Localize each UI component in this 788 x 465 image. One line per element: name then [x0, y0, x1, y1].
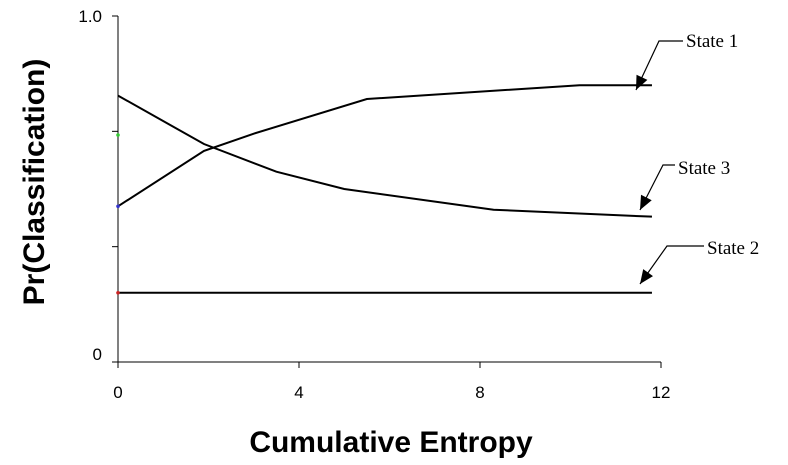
annotation-arrowhead [640, 194, 652, 210]
annotation-arrow-line [635, 40, 683, 91]
x-tick-label: 8 [475, 383, 484, 402]
series-line-state-3 [117, 94, 652, 218]
annotation-label-state-3: State 3 [678, 158, 730, 179]
series-line-state-1 [117, 84, 652, 208]
x-axis-title: Cumulative Entropy [249, 426, 533, 459]
y-tick-label: 1.0 [78, 7, 102, 26]
annotation-label-state-1: State 1 [686, 31, 738, 52]
x-tick-label: 0 [113, 383, 122, 402]
series-start-marker [116, 204, 120, 209]
y-axis-title: Pr(Classification) [18, 59, 51, 306]
x-tick-label: 12 [652, 383, 671, 402]
annotation-arrow-line [639, 245, 704, 285]
axes [117, 16, 661, 363]
annotation-arrow-line [639, 164, 675, 211]
annotation-label-state-2: State 2 [707, 238, 759, 259]
series-layer [116, 84, 652, 295]
y-tick-label: 0 [93, 345, 102, 364]
series-start-marker [116, 133, 120, 137]
x-tick-label: 4 [294, 383, 303, 402]
annotation-arrowhead [636, 74, 648, 90]
annotation-arrowhead [640, 269, 653, 284]
series-start-marker [116, 291, 120, 295]
ticks: 0 4 8 12 0 1.0 [78, 7, 670, 402]
annotations: State 1 State 3 State 2 [635, 31, 759, 285]
